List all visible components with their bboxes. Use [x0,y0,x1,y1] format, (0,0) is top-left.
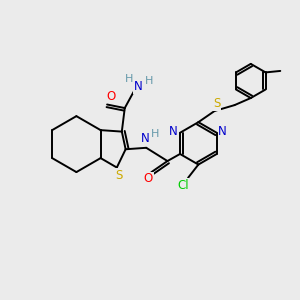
Text: N: N [141,133,150,146]
Text: O: O [144,172,153,185]
Text: H: H [151,129,159,139]
Text: O: O [106,90,116,103]
Text: S: S [213,98,220,110]
Text: N: N [218,125,227,138]
Text: N: N [134,80,142,93]
Text: N: N [169,125,178,138]
Text: H: H [125,74,134,85]
Text: H: H [145,76,153,86]
Text: S: S [115,169,123,182]
Text: Cl: Cl [177,179,189,192]
